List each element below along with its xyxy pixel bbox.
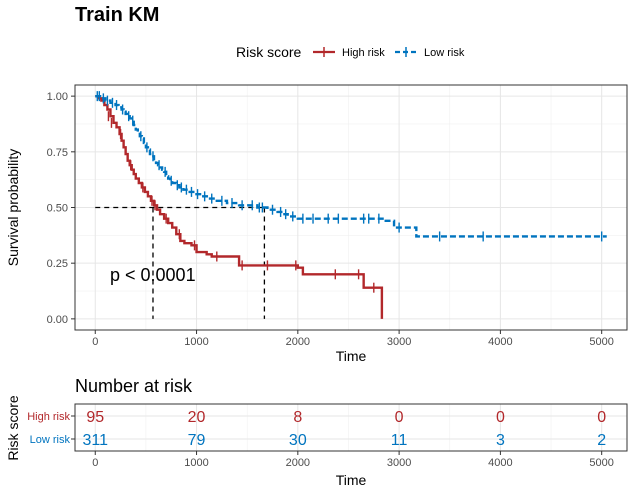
- legend-entry-high-risk: High risk: [313, 47, 385, 59]
- km-y-tick-label: 0.00: [47, 314, 68, 326]
- km-y-ticks: 0.00 0.25 0.50 0.75 1.00: [47, 91, 75, 326]
- km-y-tick-label: 0.25: [47, 258, 68, 270]
- km-y-tick-label: 1.00: [47, 91, 68, 103]
- risk-row-label-high-risk: High risk: [27, 411, 70, 423]
- risk-cell-high-risk: 8: [293, 409, 302, 426]
- risk-table-x-ticks: 0 1000 2000 3000 4000 5000: [92, 451, 614, 469]
- risk-cell-high-risk: 20: [188, 409, 206, 426]
- km-y-tick-label: 0.50: [47, 203, 68, 215]
- risk-table-row-labels: High risk Low risk: [27, 411, 75, 446]
- legend-entry-low-risk: Low risk: [395, 47, 465, 59]
- km-curve-high-risk: [95, 94, 384, 319]
- risk-cell-low-risk: 30: [289, 432, 307, 449]
- p-value-annotation: p < 0.0001: [110, 265, 196, 285]
- km-x-ticks: 0 1000 2000 3000 4000 5000: [92, 330, 614, 348]
- risk-cell-low-risk: 79: [188, 432, 206, 449]
- legend-title: Risk score: [236, 44, 302, 60]
- km-x-axis-title: Time: [336, 348, 367, 364]
- risk-x-tick-label: 1000: [184, 457, 208, 469]
- risk-cell-low-risk: 2: [597, 432, 606, 449]
- risk-cell-low-risk: 11: [391, 432, 408, 449]
- median-survival-lines: [95, 206, 266, 319]
- km-x-tick-label: 0: [92, 336, 98, 348]
- km-series: [95, 91, 607, 319]
- km-plot-panel: 0 1000 2000 3000 4000 5000 0.00 0.25 0.50 0.75 1.…: [5, 84, 628, 364]
- legend-label-high-risk: High risk: [342, 47, 385, 59]
- risk-cell-high-risk: 95: [86, 409, 104, 426]
- legend-label-low-risk: Low risk: [424, 47, 465, 59]
- risk-cell-low-risk: 311: [82, 432, 108, 449]
- risk-x-tick-label: 4000: [488, 457, 512, 469]
- km-x-tick-label: 2000: [286, 336, 310, 348]
- risk-cell-low-risk: 3: [496, 432, 505, 449]
- legend: Risk score High risk Low risk: [236, 44, 465, 60]
- km-x-tick-label: 4000: [488, 336, 512, 348]
- risk-cell-high-risk: 0: [597, 409, 606, 426]
- risk-table-title: Number at risk: [75, 376, 193, 396]
- km-curve-low-risk: [95, 94, 607, 238]
- km-x-tick-label: 1000: [184, 336, 208, 348]
- risk-x-tick-label: 3000: [387, 457, 411, 469]
- risk-row-label-low-risk: Low risk: [30, 434, 71, 446]
- risk-cell-high-risk: 0: [395, 409, 404, 426]
- risk-table-y-axis-title: Risk score: [5, 395, 21, 461]
- risk-table: Number at risk 95 20 8 0 0 0 311 79 30 11 3 2 High …: [5, 376, 628, 488]
- risk-table-border: [74, 403, 628, 452]
- risk-x-tick-label: 0: [92, 457, 98, 469]
- chart-title: Train KM: [75, 4, 159, 26]
- risk-cell-high-risk: 0: [496, 409, 505, 426]
- risk-table-cells: 95 20 8 0 0 0 311 79 30 11 3 2: [82, 409, 606, 449]
- risk-table-gridlines: [75, 404, 627, 451]
- risk-x-tick-label: 2000: [286, 457, 310, 469]
- risk-x-tick-label: 5000: [589, 457, 613, 469]
- km-y-axis-title: Survival probability: [5, 149, 21, 267]
- km-y-tick-label: 0.75: [47, 147, 68, 159]
- km-x-tick-label: 3000: [387, 336, 411, 348]
- risk-table-x-axis-title: Time: [336, 472, 367, 488]
- km-x-tick-label: 5000: [589, 336, 613, 348]
